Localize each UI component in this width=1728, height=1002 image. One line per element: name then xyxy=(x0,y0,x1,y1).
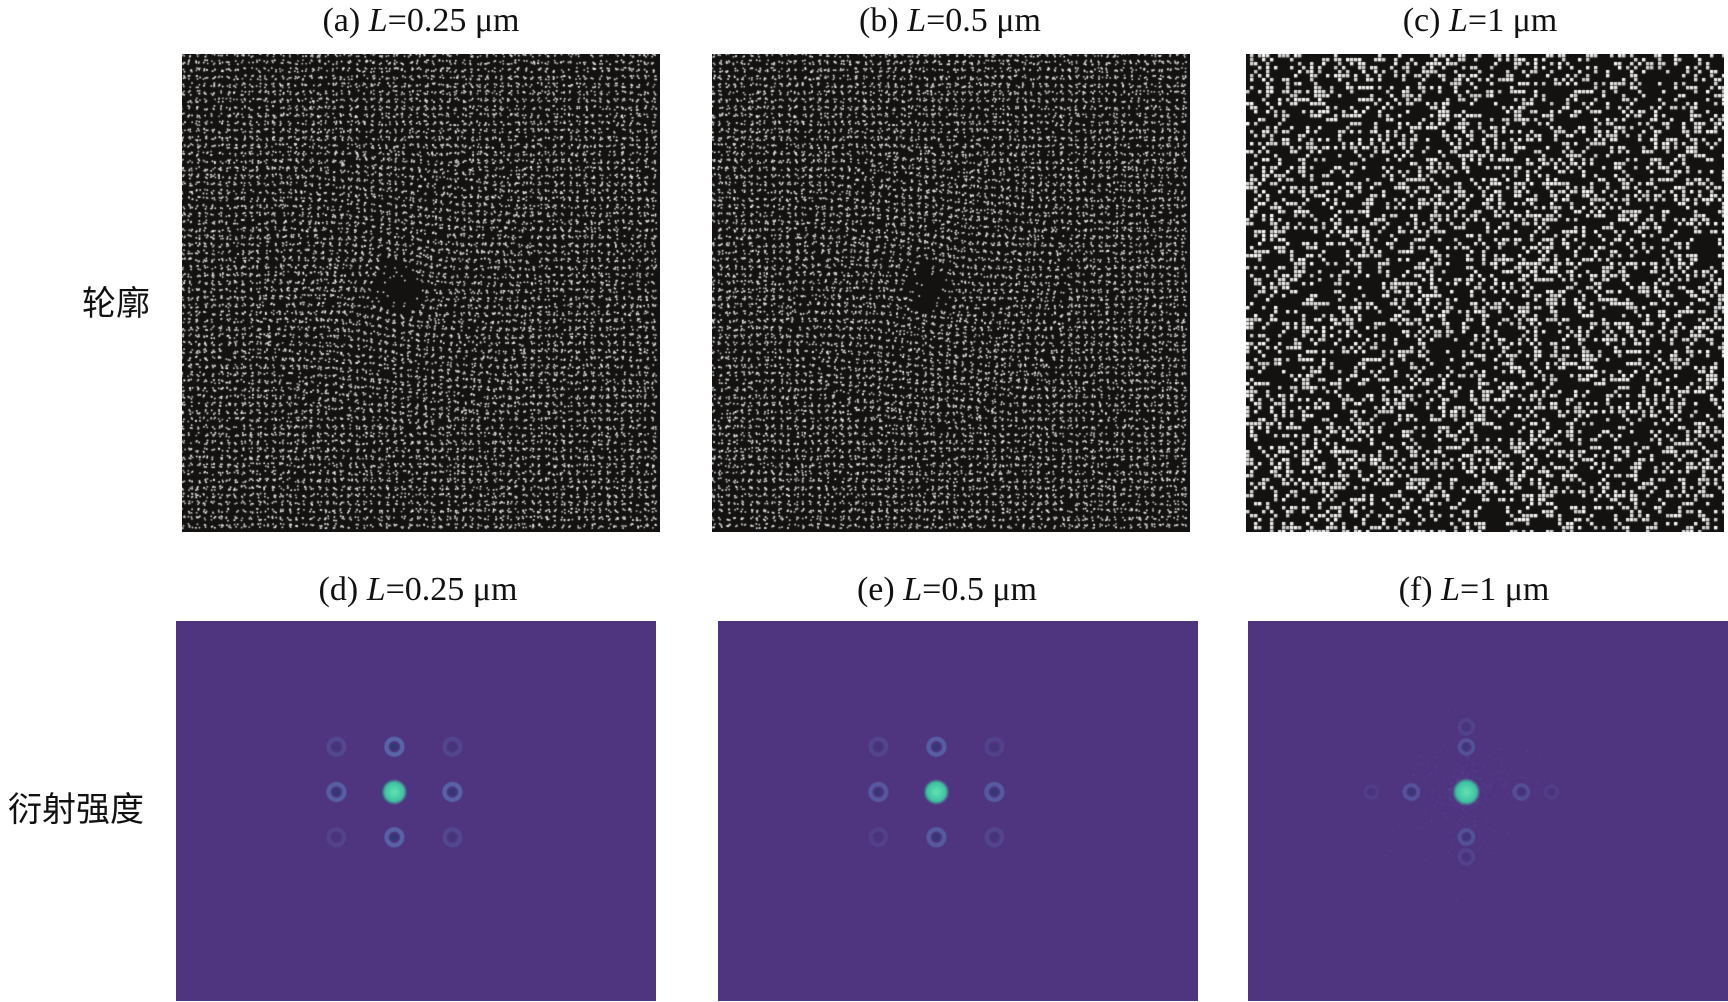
caption-a-value: =0.25 μm xyxy=(387,2,520,39)
caption-a-prefix: (a) xyxy=(322,2,369,39)
caption-f-prefix: (f) xyxy=(1398,571,1442,608)
caption-d: (d) L=0.25 μm xyxy=(319,573,518,607)
panel-e-diffraction-image xyxy=(718,621,1198,1001)
caption-e-value: =0.5 μm xyxy=(922,571,1038,608)
panel-c-contour-image xyxy=(1246,54,1724,532)
panel-f-diffraction-image xyxy=(1248,621,1728,1001)
caption-d-prefix: (d) xyxy=(318,571,367,608)
caption-a-var: L xyxy=(368,2,388,39)
caption-b: (b) L=0.5 μm xyxy=(859,4,1041,38)
caption-c-var: L xyxy=(1448,2,1468,39)
caption-c: (c) L=1 μm xyxy=(1403,4,1558,38)
caption-f-value: =1 μm xyxy=(1460,571,1550,608)
caption-d-value: =0.25 μm xyxy=(385,571,518,608)
caption-e: (e) L=0.5 μm xyxy=(857,573,1037,607)
caption-c-prefix: (c) xyxy=(1402,2,1449,39)
caption-e-prefix: (e) xyxy=(856,571,904,608)
panel-d-diffraction-image xyxy=(176,621,656,1001)
caption-f-var: L xyxy=(1441,571,1461,608)
panel-a-contour-image xyxy=(182,54,660,532)
caption-b-value: =0.5 μm xyxy=(926,2,1041,39)
caption-b-var: L xyxy=(907,2,927,39)
caption-b-prefix: (b) xyxy=(859,2,908,39)
caption-c-value: =1 μm xyxy=(1467,2,1558,39)
caption-e-var: L xyxy=(903,571,923,608)
caption-d-var: L xyxy=(366,571,386,608)
row-label-contour: 轮廓 xyxy=(82,284,150,324)
caption-a: (a) L=0.25 μm xyxy=(322,4,519,38)
panel-b-contour-image xyxy=(712,54,1190,532)
caption-f: (f) L=1 μm xyxy=(1399,573,1550,607)
row-label-diffraction: 衍射强度 xyxy=(8,790,144,830)
